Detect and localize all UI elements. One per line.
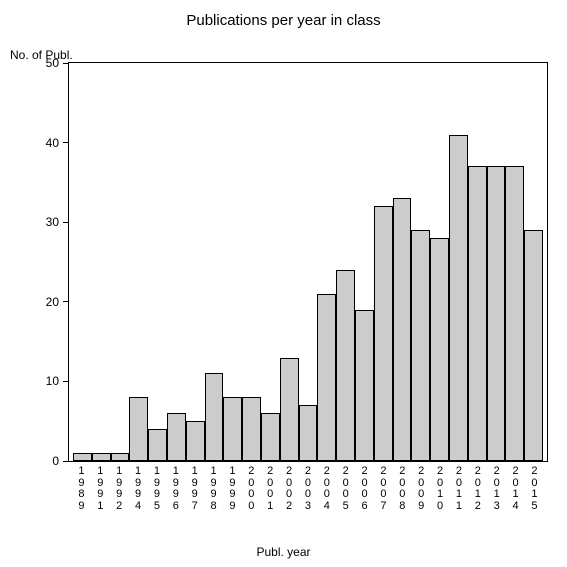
y-tick (63, 142, 69, 143)
bar (317, 294, 336, 461)
y-tick (63, 381, 69, 382)
x-tick-label: 1994 (129, 466, 148, 512)
x-tick-label: 2011 (450, 466, 469, 512)
y-tick (63, 222, 69, 223)
x-tick-label: 2003 (299, 466, 318, 512)
x-tick-label: 1997 (185, 466, 204, 512)
x-tick-label: 2007 (374, 466, 393, 512)
x-tick-label: 1995 (148, 466, 167, 512)
x-tick-label: 2005 (336, 466, 355, 512)
chart-title: Publications per year in class (0, 12, 567, 29)
bar (186, 421, 205, 461)
y-tick-label: 0 (52, 454, 59, 468)
bar (73, 453, 92, 461)
bar (280, 358, 299, 461)
bar (92, 453, 111, 461)
y-tick (63, 301, 69, 302)
x-axis-label: Publ. year (0, 545, 567, 559)
x-tick-label: 2013 (487, 466, 506, 512)
x-tick-label: 1992 (110, 466, 129, 512)
x-tick-label: 1989 (72, 466, 91, 512)
bar (355, 310, 374, 461)
x-tick-label: 2009 (412, 466, 431, 512)
bar (449, 135, 468, 461)
bar (487, 166, 506, 461)
x-tick-label: 2015 (525, 466, 544, 512)
bars-group (69, 63, 547, 461)
y-tick (63, 63, 69, 64)
bar (223, 397, 242, 461)
bar (111, 453, 130, 461)
x-tick-label: 2008 (393, 466, 412, 512)
bar (393, 198, 412, 461)
bar (167, 413, 186, 461)
bar (261, 413, 280, 461)
bar (129, 397, 148, 461)
x-tick-label: 1999 (223, 466, 242, 512)
x-tick-label: 2006 (355, 466, 374, 512)
y-tick-label: 20 (46, 295, 59, 309)
plot-area: 01020304050 (68, 62, 548, 462)
x-tick-label: 1996 (166, 466, 185, 512)
x-tick-label: 2001 (261, 466, 280, 512)
y-tick-label: 30 (46, 215, 59, 229)
x-tick-label: 2002 (280, 466, 299, 512)
x-tick-label: 2010 (431, 466, 450, 512)
x-tick-label: 2004 (317, 466, 336, 512)
bar (468, 166, 487, 461)
x-tick-label: 1991 (91, 466, 110, 512)
bar (205, 373, 224, 461)
bar (148, 429, 167, 461)
x-tick-label: 2000 (242, 466, 261, 512)
x-tick-label: 1998 (204, 466, 223, 512)
bar (524, 230, 543, 461)
y-tick (63, 461, 69, 462)
x-tick-label: 2012 (468, 466, 487, 512)
y-tick-label: 50 (46, 56, 59, 70)
bar (242, 397, 261, 461)
y-tick-label: 40 (46, 136, 59, 150)
y-tick-label: 10 (46, 374, 59, 388)
chart-container: Publications per year in class No. of Pu… (0, 0, 567, 567)
x-labels-group: 1989199119921994199519961997199819992000… (68, 466, 548, 512)
bar (374, 206, 393, 461)
bar (411, 230, 430, 461)
bar (336, 270, 355, 461)
bar (299, 405, 318, 461)
bar (430, 238, 449, 461)
bar (505, 166, 524, 461)
y-axis-label: No. of Publ. (10, 48, 73, 62)
x-tick-label: 2014 (506, 466, 525, 512)
